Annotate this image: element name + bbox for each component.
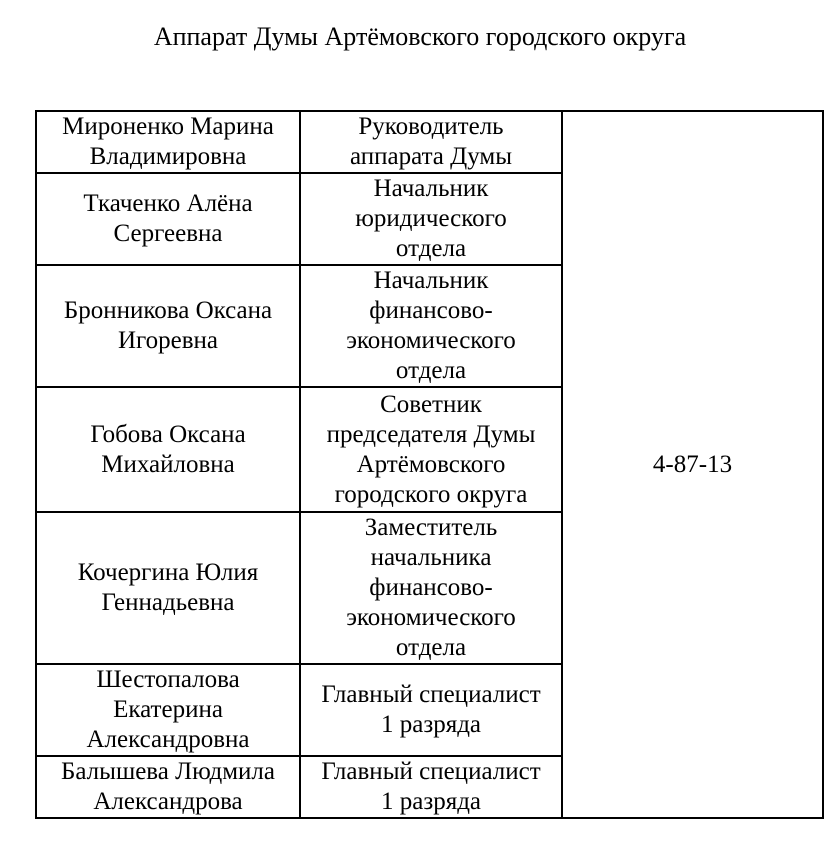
table-row: Мироненко Марина Владимировна Руководите… [35,110,824,819]
table-row: Ткаченко Алёна Сергеевна Начальник юриди… [35,172,823,266]
document-title: Аппарат Думы Артёмовского городского окр… [153,22,687,51]
staff-position-cell: Начальник финансово- экономического отде… [299,264,563,388]
table-row: Шестопалова Екатерина Александровна Глав… [35,663,823,757]
staff-name-cell: Мироненко Марина Владимировна [35,110,301,174]
table-row: Бронникова Оксана Игоревна Начальник фин… [35,264,823,388]
staff-name-cell: Бронникова Оксана Игоревна [35,264,301,388]
staff-name-cell: Шестопалова Екатерина Александровна [35,663,301,757]
staff-position-cell: Заместитель начальника финансово- эконом… [299,511,563,665]
staff-position-cell: Главный специалист 1 разряда [299,755,563,819]
staff-position-cell: Главный специалист 1 разряда [299,663,563,757]
table-row: Кочергина Юлия Геннадьевна Заместитель н… [35,511,823,665]
staff-name-cell: Кочергина Юлия Геннадьевна [35,511,301,665]
staff-position-cell: Начальник юридического отдела [299,172,563,266]
phone-cell: 4-87-13 [561,110,824,819]
staff-position-cell: Советник председателя Думы Артёмовского … [299,386,563,513]
staff-table: Мироненко Марина Владимировна Руководите… [35,110,824,819]
staff-name-cell: Ткаченко Алёна Сергеевна [35,172,301,266]
staff-position-cell: Руководитель аппарата Думы [299,110,563,174]
staff-name-cell: Гобова Оксана Михайловна [35,386,301,513]
table-row: Гобова Оксана Михайловна Советник предсе… [35,386,823,513]
staff-name-cell: Балышева Людмила Александрова [35,755,301,819]
table-row: Балышева Людмила Александрова Главный сп… [35,755,823,819]
